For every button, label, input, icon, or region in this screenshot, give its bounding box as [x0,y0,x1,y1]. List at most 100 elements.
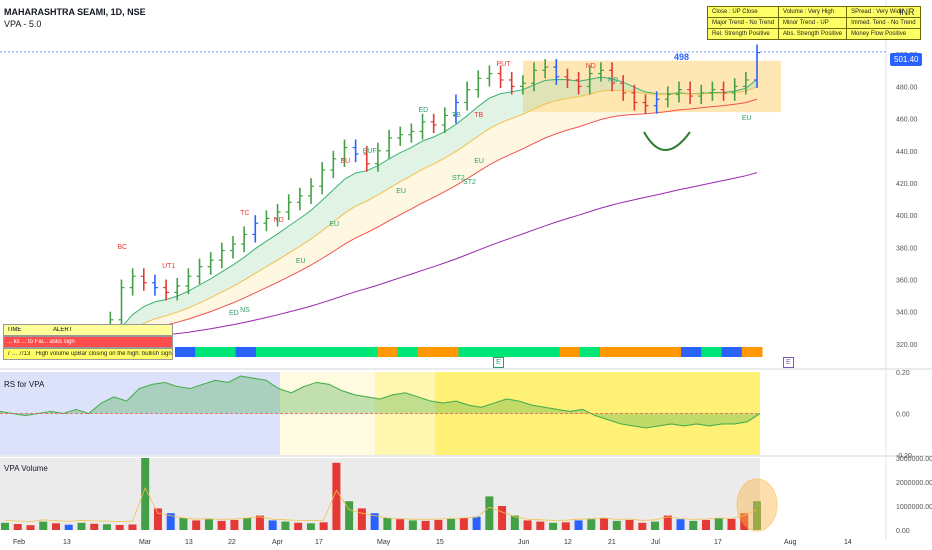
signal-strip-cell [721,347,743,357]
earnings-marker-icon[interactable]: E [493,357,504,368]
annotation-label: ND [586,63,596,70]
volume-bar [153,508,162,530]
volume-bar [128,524,137,530]
price-axis-tick-label: 400.00 [896,213,918,220]
price-bar [341,139,348,167]
volume-bar [447,518,456,530]
price-bar [508,71,515,95]
price-bar [441,107,448,134]
price-bar [564,68,571,89]
volume-bar [702,519,711,530]
indicator-title[interactable]: VPA - 5.0 [4,19,42,29]
info-cell: Immed. Tend - No Trend [846,17,921,29]
volume-bar [651,521,660,530]
price-bar [687,81,694,105]
earnings-marker-icon[interactable]: E [783,357,794,368]
signal-strip-cell [478,347,500,357]
volume-bar [179,518,188,530]
volume-bar [714,518,723,530]
time-axis-tick-label: 22 [228,539,236,546]
rs-pane-title[interactable]: RS for VPA [4,380,45,389]
price-bar [497,65,504,89]
time-axis-tick-label: Jun [518,539,529,546]
volume-bar [255,515,264,530]
volume-bar [51,523,60,530]
alert-row: ... ks ... to Fai... asks sign [7,339,75,345]
price-bar [475,70,482,98]
signal-strip-cell [620,347,642,357]
annotation-label: UT1 [162,263,175,270]
price-bar [631,84,638,111]
alert-row-time: 7 ... 7/13 [7,351,31,357]
volume-bar [243,518,252,530]
annotation-label: EU [340,158,350,165]
signal-strip-cell [660,347,682,357]
price-axis-tick-label: 420.00 [896,181,918,188]
volume-bar [396,519,405,530]
price-bar [397,126,404,146]
volume-bar [115,524,124,530]
price-bar [742,71,749,95]
price-bar [575,71,582,95]
annotation-label: EU [329,221,339,228]
rs-axis-tick-label: 0.00 [896,412,910,419]
volume-bar [625,519,634,530]
price-bar [597,62,604,82]
volume-avg-line [4,487,758,523]
vpa-info-table: Close : UP Close Volume : Very High SPre… [706,6,921,40]
volume-bar [523,520,532,530]
signal-strip-cell [539,347,561,357]
volume-bar [319,522,328,530]
alert-header-alert: ALERT [53,327,73,333]
price-bar [542,59,549,79]
price-axis-tick-label: 440.00 [896,149,918,156]
time-axis-tick-label: 13 [63,539,71,546]
price-bar [330,150,337,179]
volume-bar [421,520,430,530]
info-cell: Major Trend - No Trend [706,17,780,29]
price-axis-tick-label: 480.00 [896,84,918,91]
volume-bar [357,508,366,530]
volume-pane-title[interactable]: VPA Volume [4,464,48,473]
price-bar [118,279,125,328]
signal-strip-cell [195,347,216,357]
price-bar [664,86,671,108]
price-bar [274,203,281,227]
signal-strip-cell [681,347,702,357]
price-axis-tick-label: 380.00 [896,245,918,252]
info-cell: Volume : Very High [778,6,848,18]
price-bar [653,91,660,114]
volume-bar [39,521,48,530]
price-bar [586,65,593,95]
time-axis-tick-label: 17 [315,539,323,546]
volume-bar [587,519,596,530]
volume-bar [90,523,99,530]
volume-bar [192,520,201,530]
volume-bar [268,520,277,530]
info-cell: Minor Trend - UP [778,17,848,29]
price-bar [486,65,493,87]
price-bar [609,62,616,92]
signal-strip-cell [519,347,540,357]
price-bar [698,84,705,105]
price-bar [285,194,292,220]
time-axis-tick-label: Jul [651,539,660,546]
annotation-label: ND [608,77,618,84]
volume-bar [753,501,761,530]
annotation-label: ST2 [452,175,465,182]
price-bar [352,139,359,163]
rs-line [0,375,761,429]
price-bar [464,81,471,111]
volume-bar [727,518,736,530]
symbol-title[interactable]: MAHARASHTRA SEAMl, 1D, NSE [4,7,146,17]
signal-strip-cell [357,347,378,357]
annotation-label: PUT [497,61,512,68]
price-bar [731,78,738,101]
time-axis-tick-label: Feb [13,539,25,546]
price-bar [620,75,627,101]
time-axis-tick-label: 13 [185,539,193,546]
signal-strip-cell [559,347,581,357]
volume-bar [663,515,672,530]
price-bar [319,162,326,195]
